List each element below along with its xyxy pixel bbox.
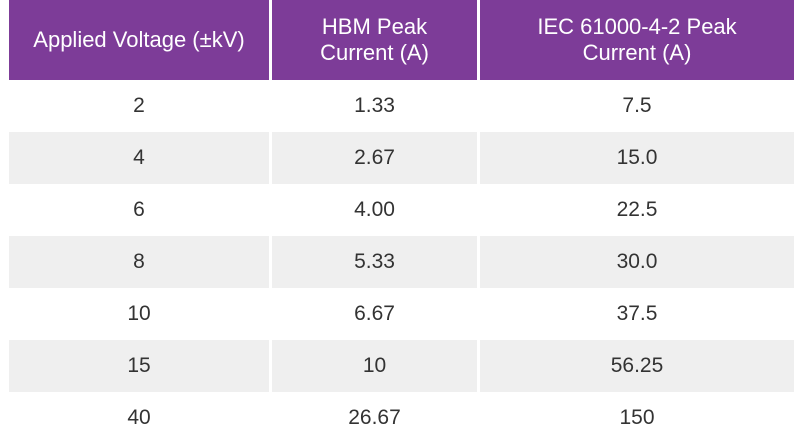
table-cell: 40 [127, 406, 151, 429]
table-cell: 4.00 [354, 198, 395, 221]
table-cell: 2.67 [272, 132, 477, 184]
table-cell: 2 [133, 94, 145, 117]
table-cell: 37.5 [616, 302, 658, 325]
table-cell: 30.0 [480, 236, 794, 288]
data-table: Applied Voltage (±kV) HBM Peak Current (… [6, 0, 797, 444]
header-cell: HBM Peak Current (A) [272, 0, 477, 80]
table-cell: 15 [9, 340, 269, 392]
table-cell: 7.5 [622, 94, 652, 117]
header-cell: Applied Voltage (±kV) [9, 0, 269, 80]
table-cell: 56.25 [480, 340, 794, 392]
table-cell: 10 [127, 302, 151, 325]
table-cell: 150 [619, 406, 655, 429]
header-row: Applied Voltage (±kV) HBM Peak Current (… [9, 0, 794, 80]
table-cell: 6.67 [354, 302, 395, 325]
table-cell: 15.0 [480, 132, 794, 184]
table-cell: 10 [272, 340, 477, 392]
table-cell: 8 [9, 236, 269, 288]
table-row: 10 6.67 37.5 [9, 288, 794, 340]
table-header: Applied Voltage (±kV) HBM Peak Current (… [9, 0, 794, 80]
header-cell: IEC 61000-4-2 Peak Current (A) [480, 0, 794, 80]
table-row: 15 10 56.25 [9, 340, 794, 392]
table-row: 40 26.67 150 [9, 392, 794, 444]
table-cell: 22.5 [616, 198, 658, 221]
table-row: 4 2.67 15.0 [9, 132, 794, 184]
table-cell: 26.67 [348, 406, 401, 429]
table-row: 2 1.33 7.5 [9, 80, 794, 132]
table-row: 6 4.00 22.5 [9, 184, 794, 236]
table-row: 8 5.33 30.0 [9, 236, 794, 288]
table-cell: 6 [133, 198, 145, 221]
table-body: 2 1.33 7.5 4 2.67 15.0 6 4.00 22.5 8 5.33 30.0 10 6.6… [9, 80, 794, 444]
table-cell: 1.33 [354, 94, 395, 117]
table-cell: 5.33 [272, 236, 477, 288]
table-cell: 4 [9, 132, 269, 184]
